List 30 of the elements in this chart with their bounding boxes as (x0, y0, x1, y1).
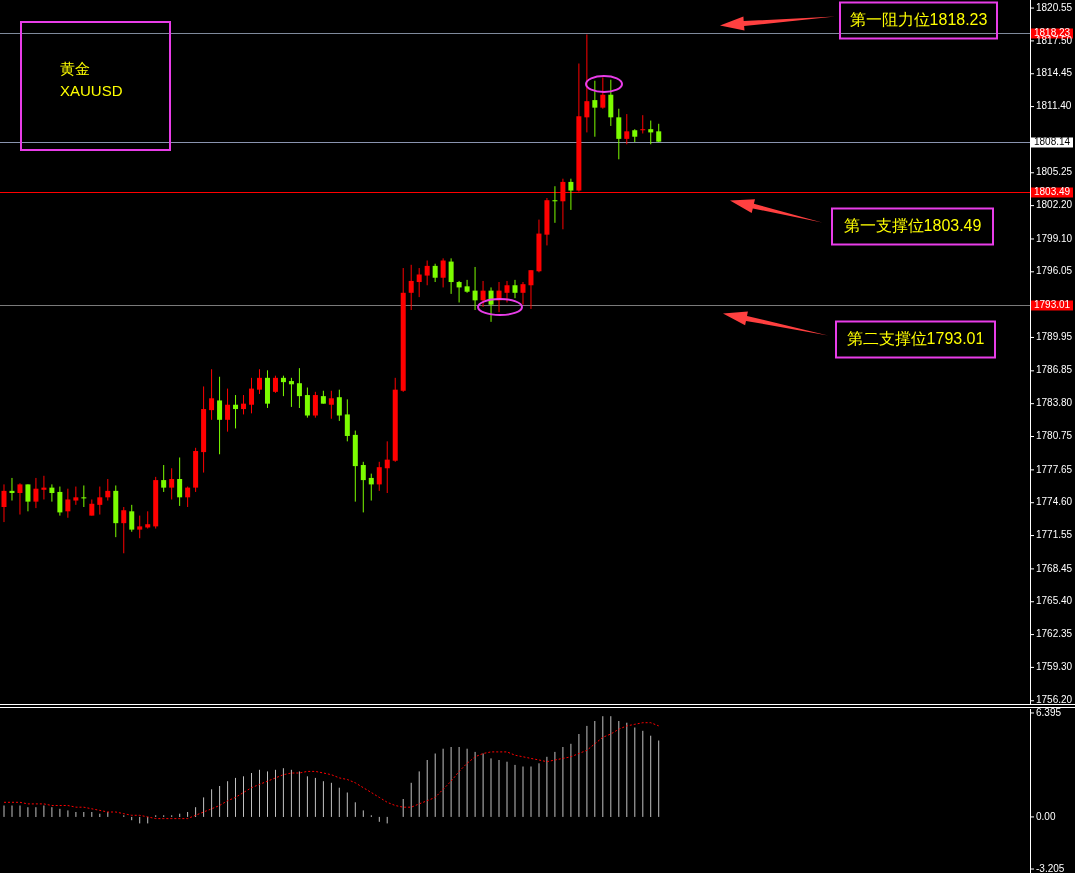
y-tick-label: 1796.05 (1036, 265, 1073, 277)
y-tick-label: 6.395 (1036, 706, 1062, 718)
subtitle: XAUUSD (60, 82, 123, 99)
title: 黄金 (60, 60, 90, 77)
y-tick-label: 1820.55 (1036, 1, 1073, 13)
y-tick-label: 1789.95 (1036, 331, 1073, 343)
y-tick-label: 1756.20 (1036, 694, 1073, 706)
annotation: 第二支撑位1793.01 (846, 329, 985, 347)
y-tick-label: 1802.20 (1036, 199, 1073, 211)
ref-line-label: 1793.01 (1034, 299, 1071, 311)
y-tick-label: 1811.40 (1036, 100, 1072, 112)
annotation: 第一支撑位1803.49 (843, 216, 982, 234)
y-tick-label: 1780.75 (1036, 430, 1073, 442)
y-tick-label: 1777.65 (1036, 463, 1073, 475)
y-tick-label: -3.205 (1036, 862, 1065, 873)
y-tick-label: 1765.40 (1036, 595, 1073, 607)
y-tick-label: 1786.85 (1036, 364, 1073, 376)
y-tick-label: 1805.25 (1036, 166, 1073, 178)
y-tick-label: 1774.60 (1036, 496, 1073, 508)
y-tick-label: 1771.55 (1036, 529, 1073, 541)
ref-line-label: 1803.49 (1034, 186, 1071, 198)
y-tick-label: 1799.10 (1036, 232, 1073, 244)
y-tick-label: 1768.45 (1036, 562, 1073, 574)
y-tick-label: 0.00 (1036, 810, 1056, 822)
y-tick-label: 1783.80 (1036, 397, 1073, 409)
y-tick-label: 1814.45 (1036, 67, 1073, 79)
ref-line-label: 1808.14 (1034, 136, 1071, 148)
annotation: 第一阻力位1818.23 (849, 10, 988, 28)
y-tick-label: 1759.30 (1036, 661, 1073, 673)
y-tick-label: 1762.35 (1036, 628, 1073, 640)
